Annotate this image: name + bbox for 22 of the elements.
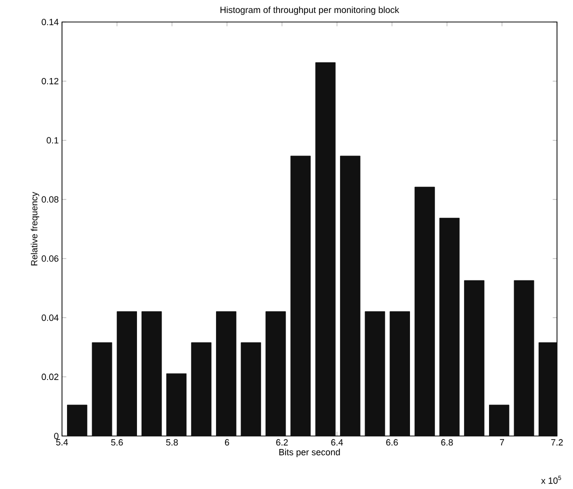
x-tick-label: 5.4 <box>56 439 68 446</box>
y-tick-label: 0.14 <box>42 18 59 26</box>
x-tick-label: 5.8 <box>166 439 178 446</box>
x-tick-label: 6 <box>224 439 230 446</box>
x-tick-label: 6.6 <box>386 439 398 446</box>
y-tick-label: 0.04 <box>42 314 59 321</box>
y-tick-label: 0.02 <box>42 374 58 380</box>
y-tick-label: 0 <box>54 432 58 440</box>
x-axis-title: Bits per second <box>279 448 340 458</box>
y-tick-label: 0.06 <box>42 255 58 262</box>
y-tick-label: 0.1 <box>46 137 58 144</box>
x-tick-label: 6.2 <box>276 439 288 446</box>
y-axis-title: Relative frequency <box>30 192 40 266</box>
x-tick-label: 7 <box>500 439 504 446</box>
x-tick-label: 5.6 <box>111 439 123 446</box>
x-tick-label: 7.2 <box>551 439 563 446</box>
x-tick-label: 6.4 <box>331 439 343 446</box>
chart-title: Histogram of throughput per monitoring block <box>220 6 400 15</box>
y-tick-label: 0.12 <box>42 78 58 84</box>
text: x 10$^{5}$ <box>541 476 562 484</box>
y-tick-label: 0.08 <box>42 196 58 203</box>
x-tick-label: 6.8 <box>441 439 453 446</box>
